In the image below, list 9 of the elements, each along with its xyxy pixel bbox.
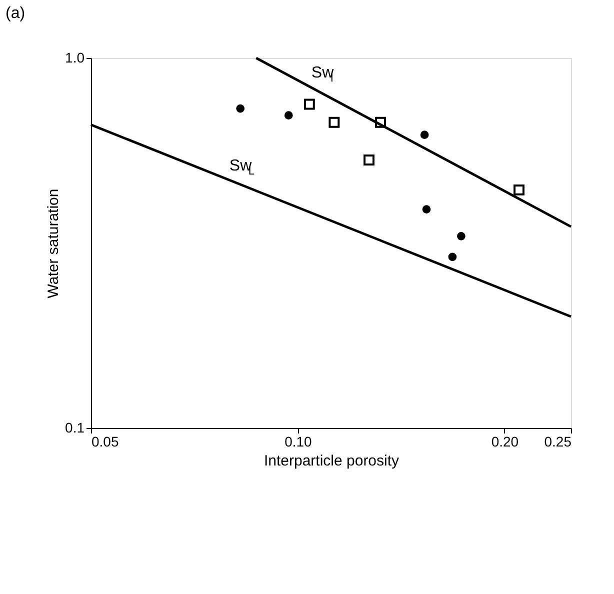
y-tick-label: 0.1 xyxy=(65,420,85,436)
x-tick-label: 0.05 xyxy=(92,434,119,450)
x-tick-label: 0.25 xyxy=(544,434,572,450)
x-tick-label: 0.10 xyxy=(284,434,312,450)
x-tick-label: 0.20 xyxy=(491,434,519,450)
x-axis-title: Interparticle porosity xyxy=(264,452,400,470)
chart-title: (a) xyxy=(6,5,26,22)
y-tick-label: 1.0 xyxy=(65,50,85,66)
y-axis-title: Water saturation xyxy=(45,188,62,298)
